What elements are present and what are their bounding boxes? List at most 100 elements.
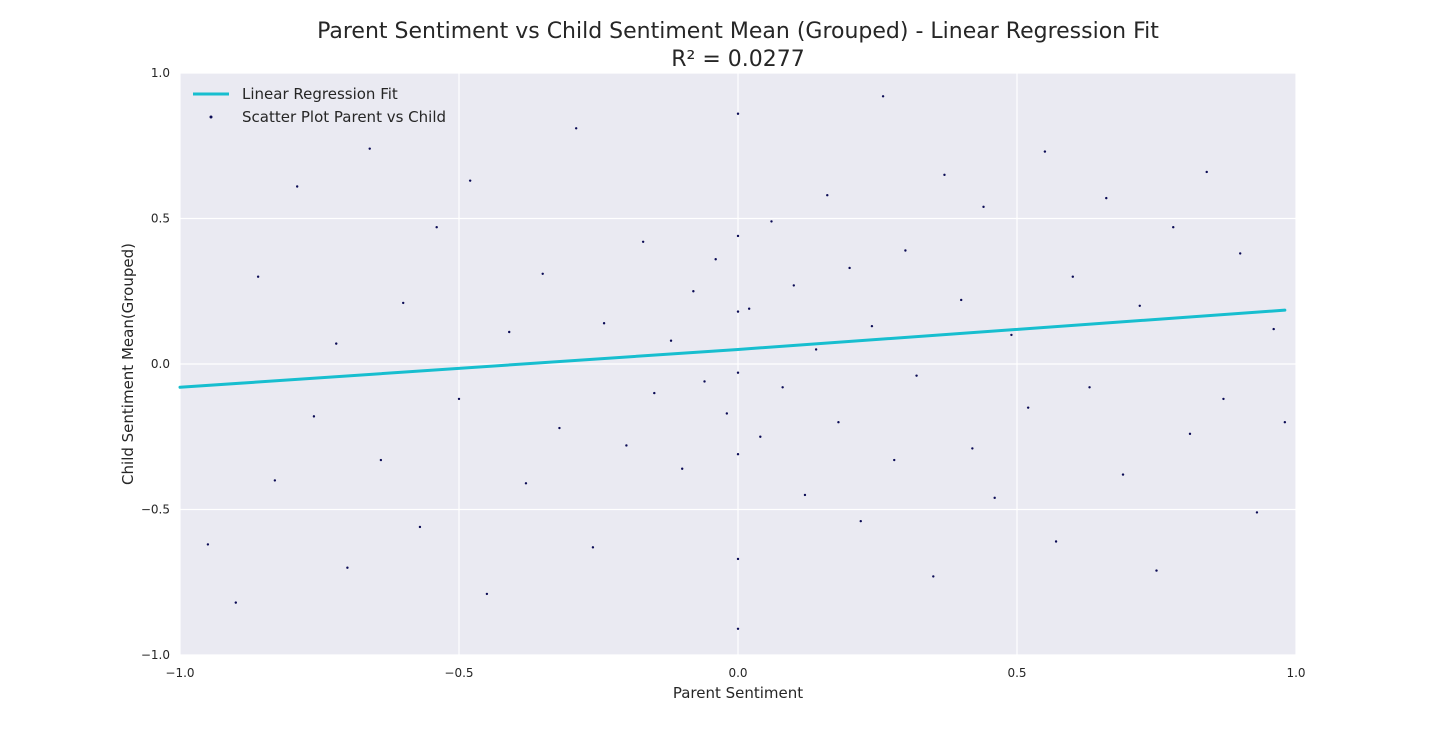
scatter-point [524, 482, 528, 485]
scatter-point [435, 226, 438, 229]
scatter-point [1071, 275, 1075, 278]
scatter-point [541, 272, 544, 275]
scatter-point [1054, 540, 1058, 543]
y-tick-label: −0.5 [141, 503, 170, 517]
y-axis-label: Child Sentiment Mean(Grouped) [119, 243, 137, 485]
scatter-point [859, 519, 862, 523]
x-axis: −1.0 −0.5 0.0 0.5 1.0 [165, 666, 1305, 680]
scatter-point [641, 240, 645, 243]
regression-layer [178, 308, 1287, 389]
regression-line [178, 308, 1287, 389]
scatter-point [826, 194, 829, 197]
y-tick-label: 0.5 [151, 212, 170, 226]
scatter-point [1255, 511, 1259, 514]
scatter-point [915, 374, 918, 377]
scatter-point [893, 458, 896, 462]
grid-layer [179, 72, 1297, 656]
scatter-point [468, 179, 472, 182]
scatter-point [1105, 196, 1108, 200]
scatter-point [1172, 226, 1175, 229]
scatter-point [457, 397, 461, 401]
scatter-point [982, 205, 985, 209]
scatter-point [803, 493, 807, 497]
scatter-point [625, 444, 628, 447]
scatter-point [485, 592, 489, 596]
x-tick-label: 0.0 [728, 666, 747, 680]
scatter-point [692, 290, 695, 293]
scatter-point [234, 601, 237, 604]
scatter-point [574, 127, 578, 130]
scatter-point [1272, 327, 1275, 331]
scatter-point [943, 173, 946, 177]
scatter-point [368, 147, 371, 150]
scatter-point [1138, 304, 1141, 307]
scatter-point [346, 566, 349, 569]
scatter-point [379, 458, 383, 462]
scatter-point [714, 258, 717, 261]
scatter-point [1155, 569, 1158, 572]
x-tick-label: −0.5 [444, 666, 473, 680]
scatter-point [747, 307, 751, 310]
x-axis-label: Parent Sentiment [673, 684, 803, 702]
scatter-point [781, 386, 784, 389]
scatter-point [736, 234, 740, 238]
scatter-point [736, 627, 740, 631]
scatter-point [971, 447, 974, 450]
y-tick-label: 0.0 [151, 357, 170, 371]
legend: Linear Regression Fit Scatter Plot Paren… [193, 85, 446, 126]
legend-label-regression: Linear Regression Fit [242, 85, 398, 103]
scatter-point [837, 421, 840, 424]
scatter-point [1205, 170, 1208, 174]
scatter-point [418, 525, 422, 529]
scatter-layer [206, 95, 1287, 631]
scatter-point [736, 453, 740, 456]
scatter-point [881, 95, 885, 98]
y-tick-label: −1.0 [141, 648, 170, 662]
scatter-point [848, 266, 851, 270]
scatter-point [759, 435, 762, 438]
legend-label-scatter: Scatter Plot Parent vs Child [242, 108, 446, 126]
x-tick-label: 1.0 [1286, 666, 1305, 680]
scatter-point [1026, 406, 1030, 409]
scatter-point [904, 249, 907, 252]
scatter-point [1043, 150, 1047, 153]
scatter-point [1188, 432, 1192, 436]
scatter-point [814, 348, 818, 351]
y-tick-label: 1.0 [151, 66, 170, 80]
scatter-point [736, 557, 740, 561]
scatter-point [932, 575, 935, 578]
scatter-point [256, 275, 260, 278]
x-tick-label: 0.5 [1007, 666, 1026, 680]
chart-subtitle: R² = 0.0277 [671, 47, 805, 72]
scatter-point [736, 112, 740, 115]
scatter-point [602, 322, 606, 325]
scatter-point [295, 185, 299, 188]
scatter-point [402, 301, 405, 305]
scatter-point [703, 380, 706, 383]
scatter-point [273, 479, 277, 482]
chart-title: Parent Sentiment vs Child Sentiment Mean… [317, 19, 1159, 44]
scatter-point [960, 298, 963, 302]
scatter-point [736, 310, 740, 313]
scatter-point [1121, 473, 1125, 476]
scatter-point [1010, 333, 1013, 337]
scatter-point [1222, 397, 1225, 401]
scatter-point [669, 339, 673, 342]
scatter-point [870, 324, 874, 328]
scatter-point [736, 371, 740, 374]
scatter-point [335, 342, 338, 345]
scatter-point [1283, 421, 1287, 424]
legend-marker-swatch [209, 115, 213, 119]
x-tick-label: −1.0 [165, 666, 194, 680]
y-axis: −1.0 −0.5 0.0 0.5 1.0 [141, 66, 170, 662]
scatter-point [725, 412, 729, 415]
scatter-point [312, 415, 316, 418]
scatter-point [681, 467, 684, 470]
scatter-point [1239, 252, 1242, 255]
scatter-point [206, 543, 210, 546]
scatter-point [1088, 386, 1091, 389]
scatter-point [558, 426, 561, 430]
scatter-point [653, 391, 656, 395]
scatter-point [508, 330, 511, 334]
